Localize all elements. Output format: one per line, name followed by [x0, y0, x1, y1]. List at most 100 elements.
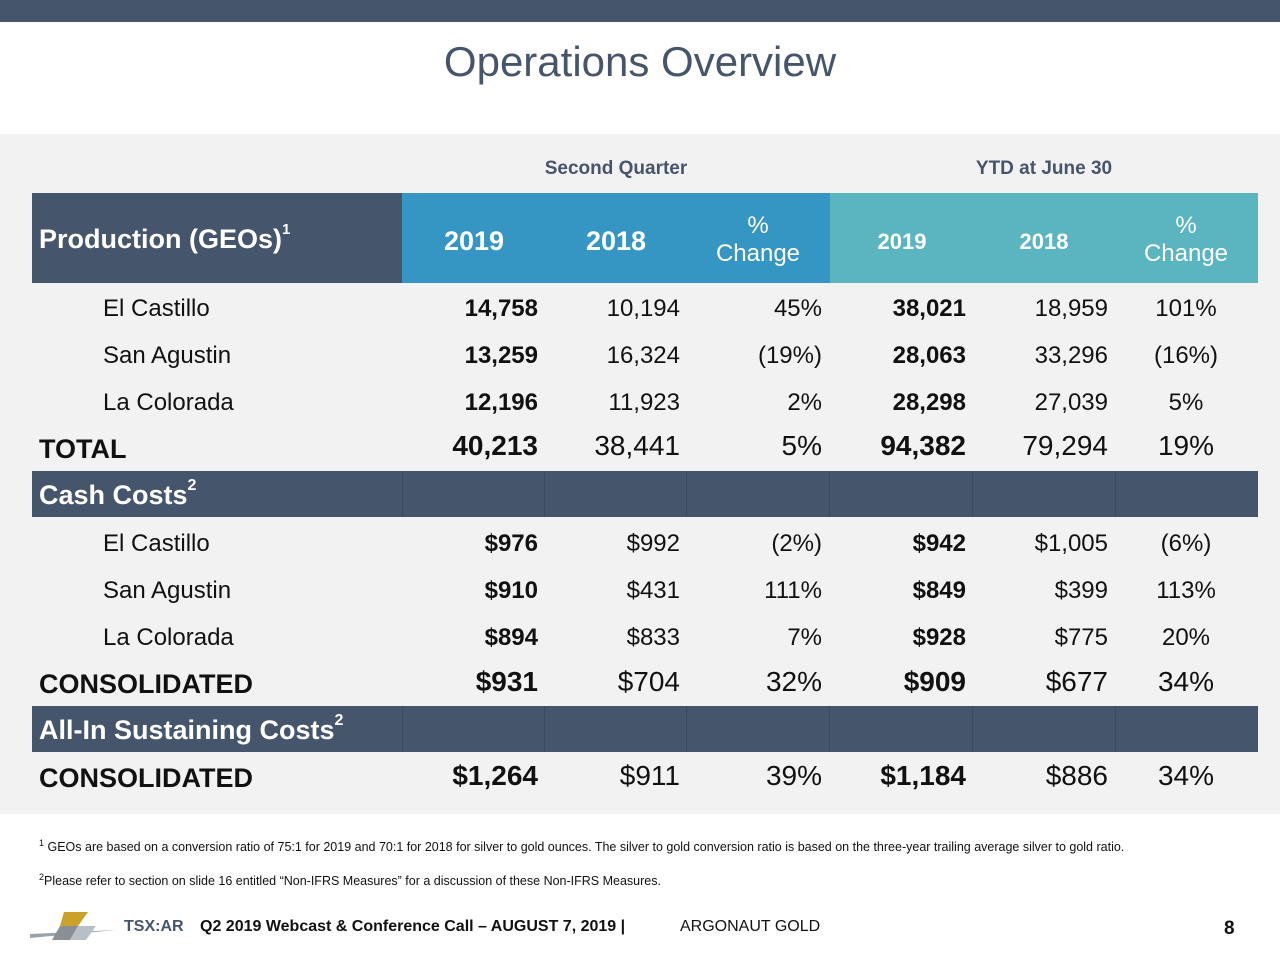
row-label: CONSOLIDATED: [39, 669, 253, 699]
cell-q2019: $931: [475, 666, 538, 697]
cell-ychg: 19%: [1157, 430, 1215, 461]
cell-ychg: 113%: [1156, 577, 1216, 604]
row-label: San Agustin: [103, 342, 232, 369]
aisc-band: [32, 706, 1258, 752]
header-production-cell: [32, 193, 402, 283]
cell-qchg: 7%: [787, 624, 822, 651]
cell-q2018: 10,194: [606, 295, 680, 322]
cell-y2018: $1,005: [1034, 530, 1108, 557]
cell-qchg: (19%): [757, 342, 822, 369]
band-divider: [686, 471, 687, 517]
header-ytd-cells: [830, 193, 1258, 283]
cash-costs-band: [32, 471, 1258, 517]
cell-q2018: $992: [626, 530, 680, 557]
cell-q2018: $911: [619, 760, 680, 791]
band-divider: [1115, 706, 1116, 752]
cell-qchg: 5%: [781, 430, 822, 461]
header-y-pct-change: % Change: [1143, 212, 1229, 267]
cell-y2018: 18,959: [1034, 295, 1108, 322]
cell-q2019: 14,758: [464, 295, 538, 322]
band-divider: [402, 706, 403, 752]
cell-y2019: 38,021: [892, 295, 966, 322]
band-divider: [686, 706, 687, 752]
cell-qchg: 45%: [773, 295, 822, 322]
cell-ychg: (16%): [1153, 342, 1219, 369]
cell-q2018: 16,324: [606, 342, 680, 369]
footer-ticker: TSX:AR: [124, 918, 184, 935]
header-q-2019: 2019: [443, 226, 505, 256]
cell-y2019: $909: [903, 666, 966, 697]
cell-q2018: $431: [626, 577, 680, 604]
row-label: TOTAL: [39, 434, 127, 464]
cell-q2018: $704: [617, 666, 680, 697]
cell-q2019: $894: [484, 624, 538, 651]
band-divider: [402, 471, 403, 517]
cell-y2018: 33,296: [1034, 342, 1108, 369]
cell-q2019: $1,264: [452, 760, 538, 791]
cell-qchg: (2%): [771, 530, 822, 557]
header-production-label: Production (GEOs)1: [39, 221, 291, 254]
aisc-label: All-In Sustaining Costs2: [39, 712, 344, 745]
cell-y2018: 79,294: [1022, 430, 1108, 461]
header-y-2018: 2018: [1019, 229, 1069, 254]
cell-qchg: 32%: [765, 666, 822, 697]
row-label: El Castillo: [103, 530, 210, 557]
header-q-pct-change: % Change: [715, 212, 801, 267]
cell-q2018: 38,441: [594, 430, 680, 461]
band-divider: [829, 706, 830, 752]
cell-y2019: 94,382: [880, 430, 966, 461]
header-q-2018: 2018: [585, 226, 647, 256]
band-divider: [544, 471, 545, 517]
cell-y2019: $928: [912, 624, 966, 651]
row-label: La Colorada: [103, 389, 234, 416]
page-number: 8: [1224, 918, 1235, 939]
cell-q2019: $910: [484, 577, 538, 604]
footer-company: ARGONAUT GOLD: [680, 918, 821, 935]
cell-y2019: 28,298: [892, 389, 966, 416]
cell-q2018: 11,923: [608, 389, 680, 416]
band-divider: [1115, 471, 1116, 517]
group-label-ytd: YTD at June 30: [975, 158, 1113, 179]
top-bar: [0, 0, 1280, 22]
footnote-1: 1 GEOs are based on a conversion ratio o…: [39, 838, 1125, 855]
cell-y2019: $1,184: [880, 760, 966, 791]
row-label: La Colorada: [103, 624, 234, 651]
row-label: CONSOLIDATED: [39, 763, 253, 793]
header-y-2019: 2019: [877, 229, 927, 254]
cell-qchg: 2%: [787, 389, 822, 416]
cell-ychg: 5%: [1168, 389, 1204, 416]
cell-y2019: 28,063: [892, 342, 966, 369]
cell-qchg: 111%: [764, 577, 822, 604]
cell-q2019: 40,213: [452, 430, 538, 461]
footnote-2: 2Please refer to section on slide 16 ent…: [39, 872, 661, 889]
cell-ychg: 20%: [1161, 624, 1211, 651]
header-quarter-cells: [402, 193, 830, 283]
group-label-second-quarter: Second Quarter: [544, 158, 688, 179]
argonaut-logo-icon: [30, 912, 116, 940]
band-divider: [829, 471, 830, 517]
cash-costs-label: Cash Costs2: [39, 477, 197, 510]
cell-y2018: $775: [1054, 624, 1108, 651]
row-label: El Castillo: [103, 295, 210, 322]
cell-q2018: $833: [626, 624, 680, 651]
cell-ychg: 34%: [1157, 666, 1215, 697]
cell-ychg: (6%): [1160, 530, 1212, 557]
cell-y2019: $849: [912, 577, 966, 604]
band-divider: [972, 471, 973, 517]
cell-ychg: 34%: [1157, 760, 1215, 791]
band-divider: [972, 706, 973, 752]
cell-q2019: 12,196: [464, 389, 538, 416]
cell-y2018: $677: [1045, 666, 1108, 697]
cell-y2018: 27,039: [1034, 389, 1108, 416]
cell-qchg: 39%: [765, 760, 822, 791]
page-title: Operations Overview: [443, 38, 837, 85]
row-label: San Agustin: [103, 577, 232, 604]
band-divider: [544, 706, 545, 752]
cell-ychg: 101%: [1155, 295, 1217, 322]
cell-y2019: $942: [912, 530, 966, 557]
cell-q2019: 13,259: [464, 342, 538, 369]
cell-q2019: $976: [484, 530, 538, 557]
cell-y2018: $886: [1045, 760, 1108, 791]
cell-y2018: $399: [1054, 577, 1108, 604]
footer-event: Q2 2019 Webcast & Conference Call – AUGU…: [200, 918, 626, 935]
